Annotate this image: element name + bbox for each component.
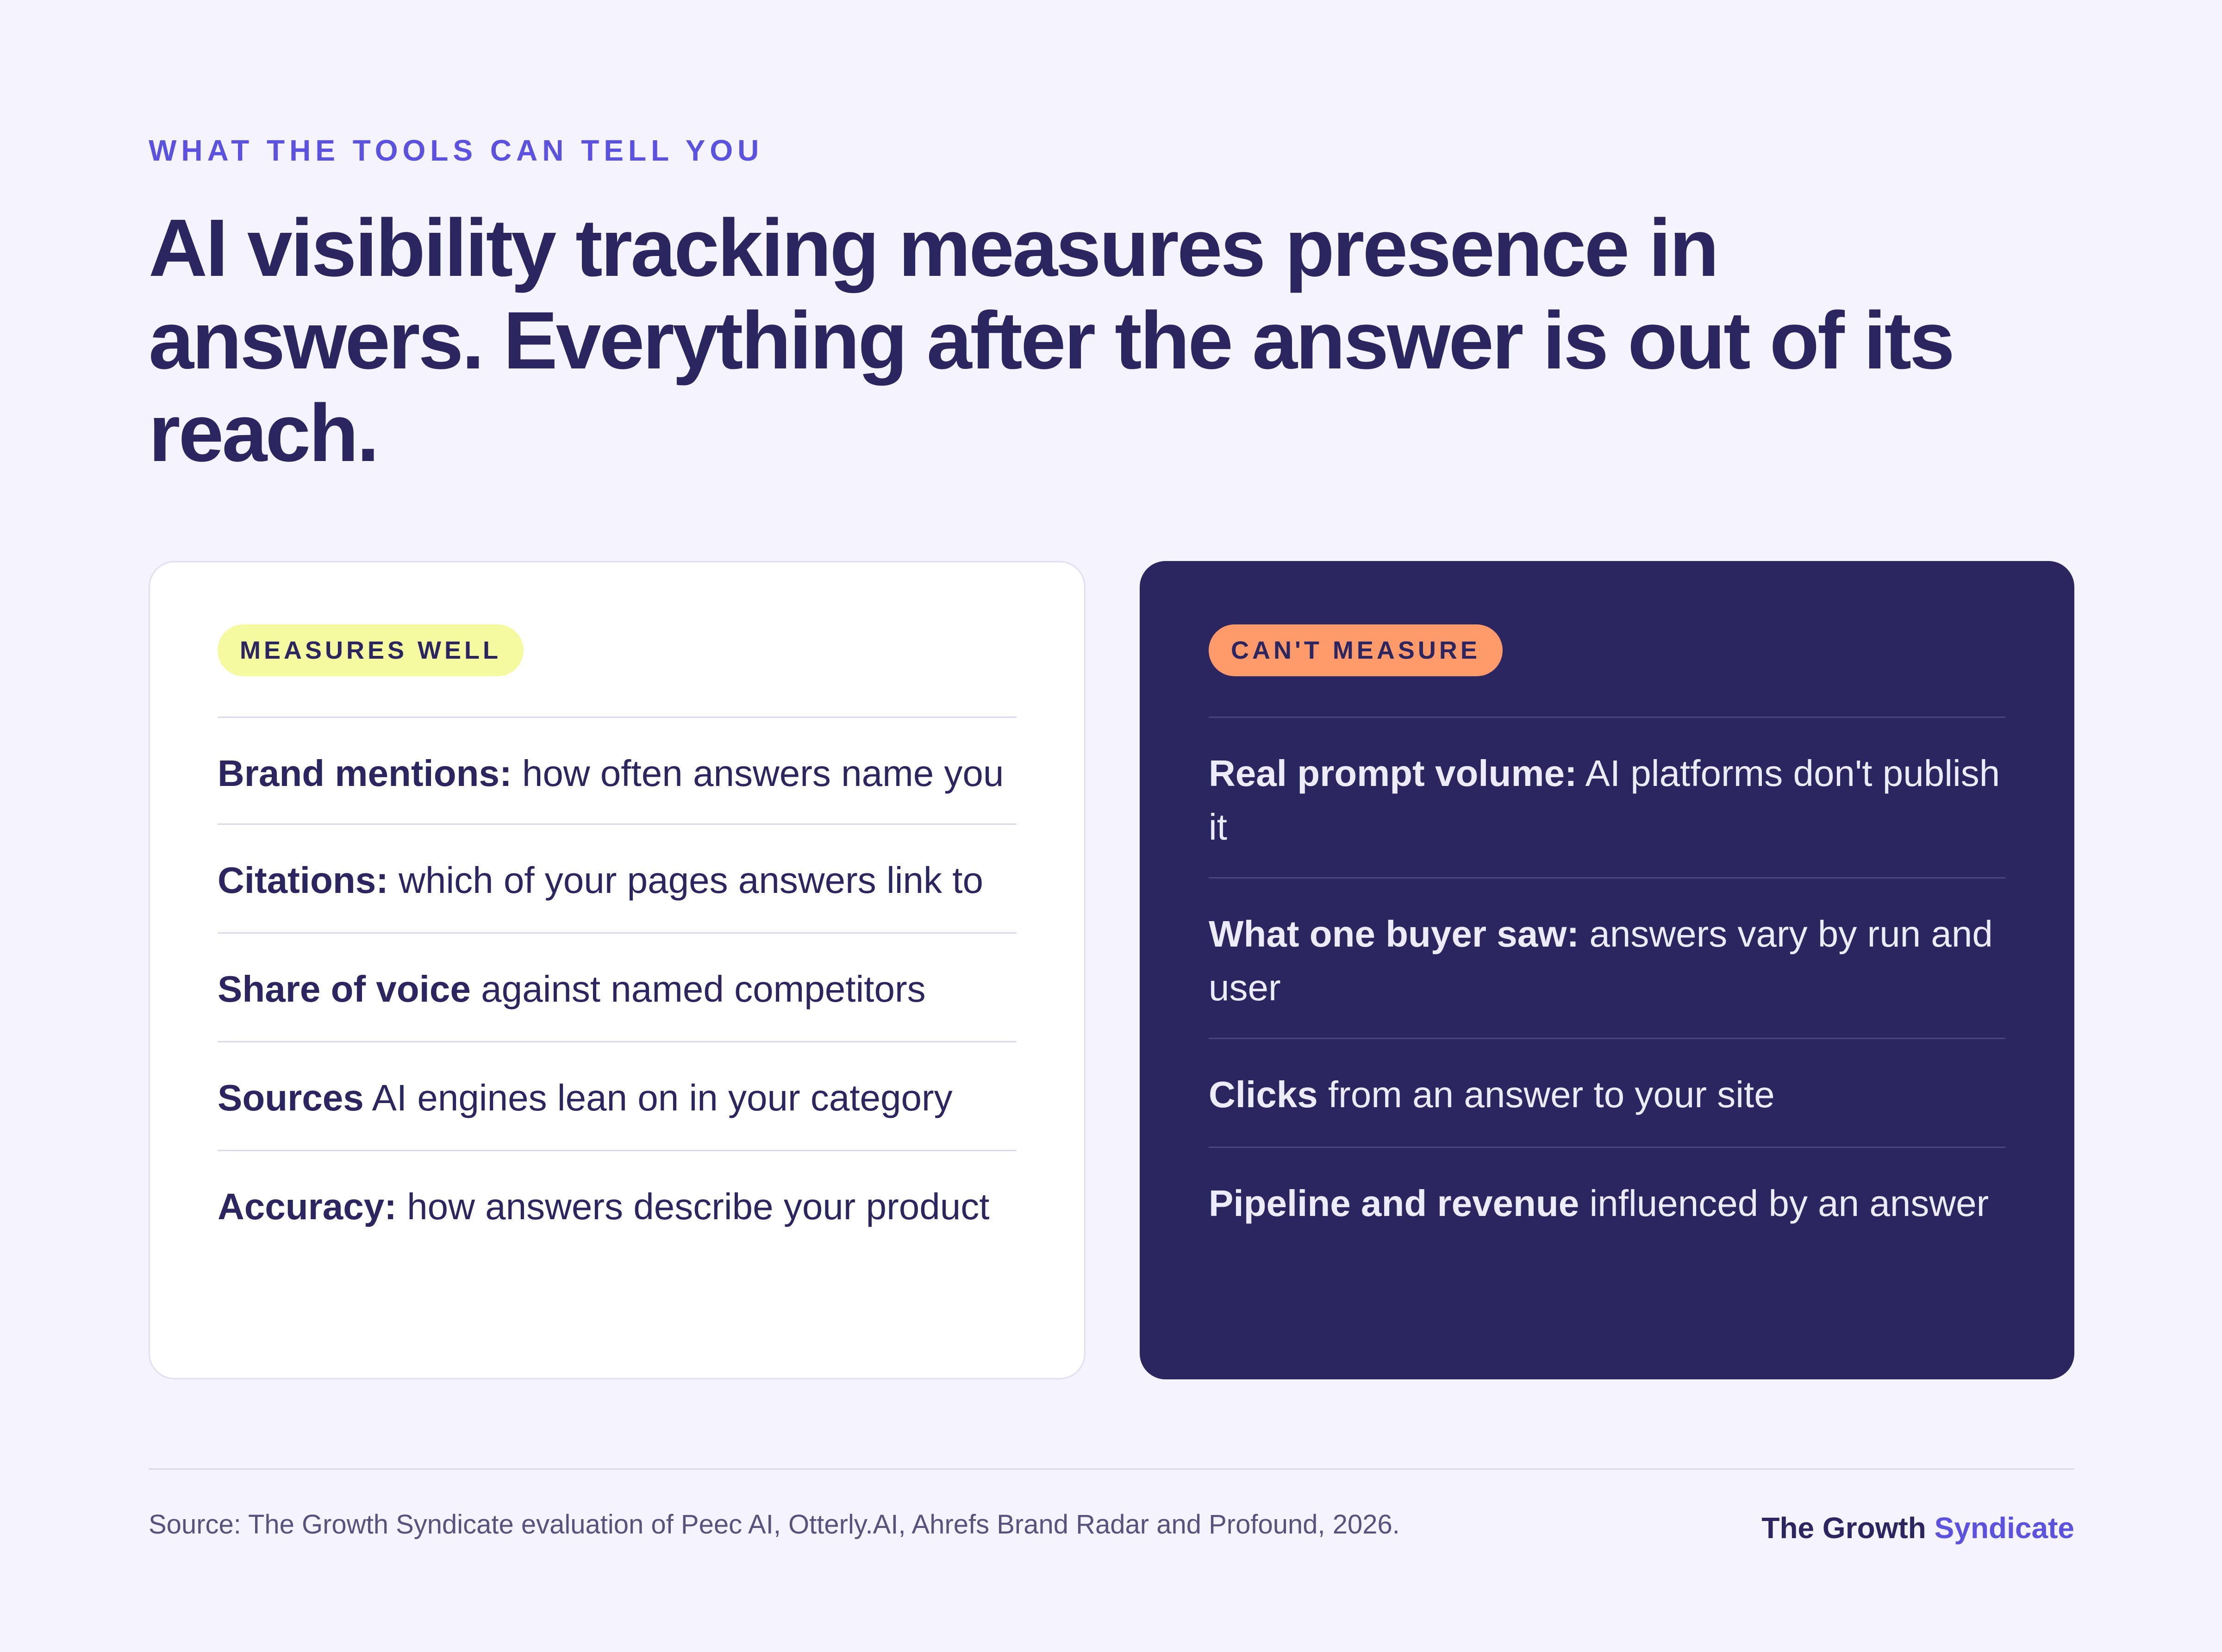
source-note: Source: The Growth Syndicate evaluation …	[149, 1509, 1400, 1540]
list-item: Pipeline and revenue influenced by an an…	[1209, 1147, 2005, 1255]
item-term: Accuracy:	[218, 1186, 397, 1227]
item-term: Share of voice	[218, 968, 471, 1010]
page: WHAT THE TOOLS CAN TELL YOU AI visibilit…	[149, 0, 2074, 1652]
cant-measure-badge: CAN'T MEASURE	[1209, 624, 1503, 676]
item-description: which of your pages answers link to	[388, 860, 983, 901]
eyebrow-label: WHAT THE TOOLS CAN TELL YOU	[149, 134, 764, 167]
item-description: answers vary by run and user	[1209, 913, 1993, 1008]
headline: AI visibility tracking measures presence…	[149, 203, 1955, 479]
measures-well-list: Brand mentions: how often answers name y…	[218, 717, 1017, 1259]
item-term: Clicks	[1209, 1074, 1318, 1115]
list-item: Brand mentions: how often answers name y…	[218, 717, 1017, 823]
brand-logo: The Growth Syndicate	[1761, 1511, 2074, 1545]
item-description: against named competitors	[470, 968, 926, 1010]
list-item: Real prompt volume: AI platforms don't p…	[1209, 717, 2005, 877]
list-item: Share of voice against named competitors	[218, 932, 1017, 1041]
list-item: Accuracy: how answers describe your prod…	[218, 1150, 1017, 1259]
item-description: from an answer to your site	[1317, 1074, 1775, 1115]
cant-measure-list: Real prompt volume: AI platforms don't p…	[1209, 717, 2005, 1255]
list-item: Clicks from an answer to your site	[1209, 1038, 2005, 1147]
item-term: Citations:	[218, 860, 388, 901]
measures-well-badge: MEASURES WELL	[218, 624, 524, 676]
list-item: What one buyer saw: answers vary by run …	[1209, 877, 2005, 1038]
item-term: Sources	[218, 1077, 364, 1118]
brand-name-part2: Syndicate	[1934, 1511, 2074, 1545]
item-description: AI engines lean on in your category	[363, 1077, 953, 1118]
cant-measure-card: CAN'T MEASURE Real prompt volume: AI pla…	[1140, 561, 2074, 1379]
item-term: What one buyer saw:	[1209, 913, 1579, 954]
item-description: how answers describe your product	[396, 1186, 990, 1227]
measures-well-card: MEASURES WELL Brand mentions: how often …	[149, 561, 1086, 1379]
footer-divider	[149, 1468, 2074, 1470]
item-description: influenced by an answer	[1579, 1183, 1989, 1224]
list-item: Sources AI engines lean on in your categ…	[218, 1041, 1017, 1150]
item-term: Pipeline and revenue	[1209, 1183, 1579, 1224]
item-description: how often answers name you	[512, 753, 1004, 794]
item-term: Brand mentions:	[218, 753, 512, 794]
brand-name-part1: The Growth	[1761, 1511, 1926, 1545]
item-term: Real prompt volume:	[1209, 753, 1577, 794]
list-item: Citations: which of your pages answers l…	[218, 823, 1017, 932]
item-description: AI platforms don't publish it	[1209, 753, 2000, 848]
